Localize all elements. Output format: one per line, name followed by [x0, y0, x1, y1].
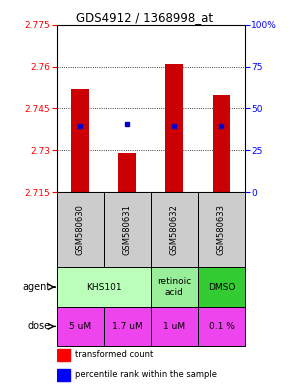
- Bar: [57, 192, 104, 267]
- Bar: [57, 307, 104, 346]
- Text: GSM580632: GSM580632: [170, 204, 179, 255]
- Text: GDS4912 / 1368998_at: GDS4912 / 1368998_at: [77, 12, 213, 25]
- Text: dose: dose: [28, 321, 51, 331]
- Bar: [151, 267, 198, 307]
- Text: GSM580633: GSM580633: [217, 204, 226, 255]
- Bar: [213, 94, 231, 192]
- Bar: [57, 267, 151, 307]
- Text: percentile rank within the sample: percentile rank within the sample: [75, 370, 218, 379]
- Text: DMSO: DMSO: [208, 283, 235, 291]
- Bar: [104, 307, 151, 346]
- Text: KHS101: KHS101: [86, 283, 122, 291]
- Bar: [198, 307, 245, 346]
- Text: GSM580631: GSM580631: [123, 204, 132, 255]
- Text: retinoic
acid: retinoic acid: [157, 277, 191, 297]
- Bar: [165, 64, 183, 192]
- Text: 1.7 uM: 1.7 uM: [112, 322, 143, 331]
- Bar: [151, 192, 198, 267]
- Bar: [104, 192, 151, 267]
- Bar: [57, 369, 70, 381]
- Text: transformed count: transformed count: [75, 350, 154, 359]
- Bar: [71, 89, 89, 192]
- Text: 5 uM: 5 uM: [69, 322, 91, 331]
- Text: 1 uM: 1 uM: [163, 322, 185, 331]
- Text: agent: agent: [23, 282, 51, 292]
- Text: GSM580630: GSM580630: [76, 204, 85, 255]
- Bar: [118, 153, 136, 192]
- Bar: [198, 192, 245, 267]
- Bar: [57, 349, 70, 361]
- Bar: [198, 267, 245, 307]
- Bar: [151, 307, 198, 346]
- Text: 0.1 %: 0.1 %: [209, 322, 234, 331]
